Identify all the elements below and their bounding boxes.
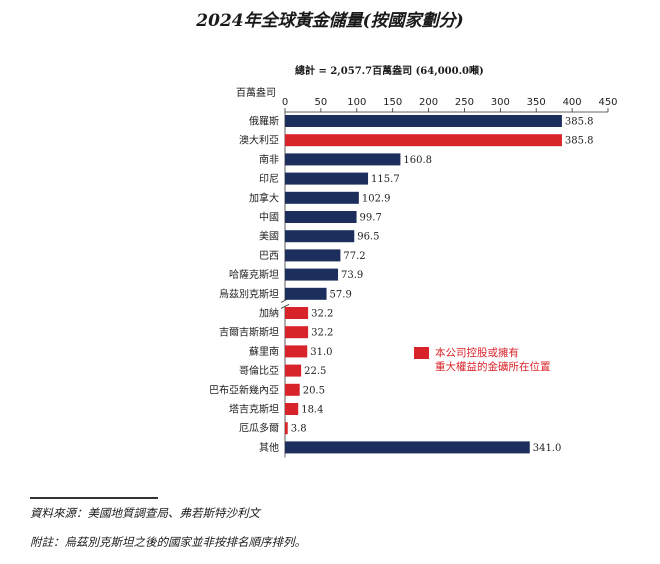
value-label: 73.9: [341, 270, 363, 281]
x-tick-label: 250: [455, 97, 474, 108]
category-label: 巴西: [259, 250, 279, 262]
value-label: 115.7: [371, 174, 400, 185]
category-label: 加納: [259, 307, 279, 320]
category-label: 美國: [259, 230, 279, 243]
y-axis-unit-label: 百萬盎司: [236, 88, 276, 99]
category-label: 哥倫比亞: [239, 364, 279, 377]
bar: [285, 191, 359, 204]
category-label: 哈薩克斯坦: [229, 268, 279, 281]
value-label: 22.5: [304, 366, 326, 377]
x-tick-label: 50: [315, 97, 328, 108]
value-label: 32.2: [311, 309, 333, 320]
bar: [285, 230, 355, 243]
value-label: 77.2: [343, 251, 365, 262]
x-tick-label: 450: [598, 97, 617, 108]
footer-divider: [30, 497, 158, 499]
value-label: 57.9: [330, 289, 352, 300]
axis-break-mark: [280, 304, 290, 309]
category-label: 俄羅斯: [249, 115, 279, 128]
value-label: 3.8: [291, 424, 307, 435]
value-label: 20.5: [303, 385, 325, 396]
value-label: 32.2: [311, 328, 333, 339]
bar: [285, 403, 299, 415]
bar: [285, 422, 288, 435]
legend: 本公司控股或擁有 重大權益的金礦所在位置: [414, 346, 551, 374]
category-label: 烏茲別克斯坦: [219, 287, 279, 300]
bar: [285, 153, 401, 166]
bar-chart: 0 50 100 150 200 250 300 350 400 450 俄羅斯 385.8 澳大利亞 3…: [209, 97, 618, 458]
category-label: 其他: [259, 441, 279, 454]
x-tick-label: 200: [419, 97, 438, 108]
bar: [285, 211, 357, 223]
bar: [285, 326, 309, 339]
chart-title: 2024年全球黃金儲量(按國家劃分): [196, 11, 464, 31]
value-label: 31.0: [310, 347, 332, 358]
bar: [285, 134, 562, 147]
category-label: 印尼: [259, 173, 279, 185]
value-label: 102.9: [362, 193, 391, 204]
x-tick-label: 300: [491, 97, 510, 108]
category-label: 厄瓜多爾: [239, 422, 279, 435]
value-label: 160.8: [403, 155, 432, 166]
bar: [285, 364, 302, 377]
category-label: 中國: [259, 211, 279, 224]
source-note: 資料來源：美國地質調查局、弗若斯特沙利文: [30, 506, 260, 520]
bar: [285, 249, 341, 262]
bar: [285, 287, 327, 300]
category-label: 南非: [259, 153, 279, 166]
category-label: 蘇里南: [249, 345, 279, 358]
value-label: 385.8: [565, 117, 594, 128]
value-label: 341.0: [533, 443, 562, 454]
x-tick-label: 400: [563, 97, 582, 108]
x-tick-label: 350: [527, 97, 546, 108]
legend-line-2: 重大權益的金礦所在位置: [435, 361, 551, 373]
category-label: 吉爾吉斯斯坦: [219, 326, 279, 339]
value-label: 385.8: [565, 136, 594, 147]
bar: [285, 268, 339, 281]
value-label: 99.7: [360, 213, 382, 224]
legend-swatch: [414, 347, 429, 359]
value-label: 18.4: [301, 405, 323, 416]
bar: [285, 345, 308, 358]
category-label: 加拿大: [249, 191, 279, 204]
footnote: 附註：烏茲別克斯坦之後的國家並非按排名順序排列。: [30, 535, 306, 549]
x-tick-label: 150: [383, 97, 402, 108]
category-label: 澳大利亞: [239, 134, 279, 147]
legend-line-1: 本公司控股或擁有: [435, 347, 519, 359]
category-label: 巴布亞新幾內亞: [209, 383, 279, 396]
category-label: 塔吉克斯坦: [229, 403, 279, 416]
legend-text: 本公司控股或擁有 重大權益的金礦所在位置: [435, 346, 551, 374]
bar: [285, 441, 530, 454]
bar: [285, 307, 309, 319]
bar: [285, 115, 562, 127]
bar: [285, 383, 300, 396]
value-label: 96.5: [357, 232, 379, 243]
x-tick-label: 0: [282, 97, 288, 108]
total-label: 總計 = 2,057.7百萬盎司 (64,000.0噸): [295, 66, 484, 77]
bar: [285, 172, 369, 185]
x-tick-label: 100: [347, 97, 366, 108]
